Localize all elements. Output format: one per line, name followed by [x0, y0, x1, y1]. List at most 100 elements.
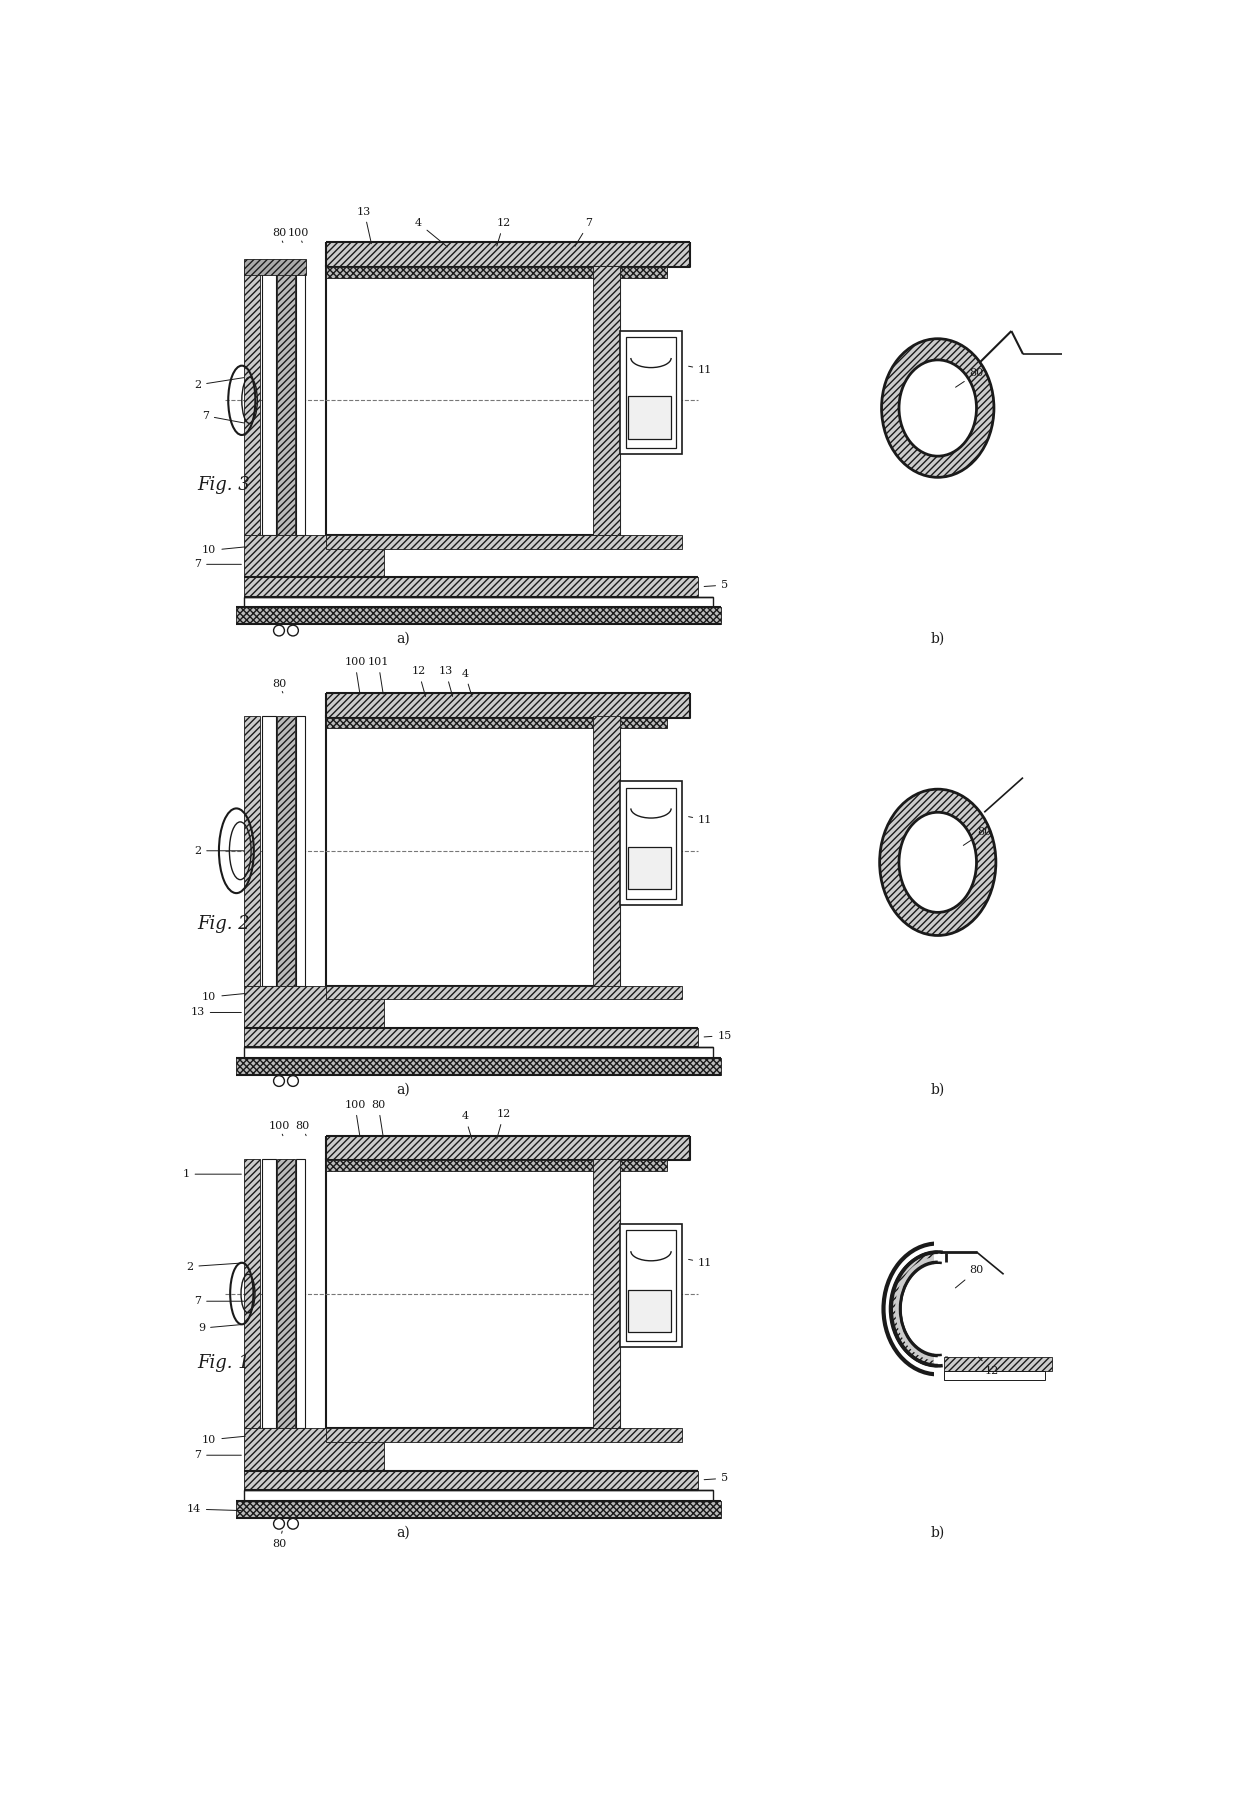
Ellipse shape — [899, 359, 977, 456]
Text: 9: 9 — [198, 1324, 242, 1333]
Text: 4: 4 — [415, 219, 448, 246]
Text: 80: 80 — [272, 228, 286, 242]
Text: 80: 80 — [272, 1530, 286, 1548]
Text: 10: 10 — [202, 1435, 246, 1444]
Bar — [237, 1501, 720, 1518]
Text: Fig. 2: Fig. 2 — [197, 914, 250, 932]
Ellipse shape — [901, 1264, 973, 1354]
Text: 12: 12 — [497, 219, 511, 246]
Text: 4: 4 — [461, 1112, 472, 1139]
Bar — [262, 1158, 275, 1428]
Text: 100: 100 — [345, 657, 366, 693]
Bar — [627, 397, 671, 438]
Bar — [244, 259, 306, 275]
Circle shape — [274, 1076, 284, 1087]
Text: Fig. 1: Fig. 1 — [197, 1354, 250, 1372]
Text: 1: 1 — [182, 1169, 242, 1180]
Text: b): b) — [931, 1525, 945, 1539]
Bar — [244, 578, 697, 596]
Text: 80: 80 — [955, 1266, 983, 1288]
Text: 2: 2 — [195, 377, 244, 390]
Text: 7: 7 — [202, 411, 244, 422]
Bar — [325, 1135, 689, 1160]
Bar — [244, 1158, 259, 1428]
Bar — [244, 535, 383, 578]
Text: 80: 80 — [956, 368, 983, 388]
Text: 11: 11 — [688, 365, 712, 375]
Text: 101: 101 — [367, 657, 389, 693]
Bar — [296, 717, 305, 986]
Bar — [262, 717, 275, 986]
Text: 7: 7 — [195, 559, 242, 569]
Text: 12: 12 — [412, 666, 425, 697]
Bar — [325, 1158, 620, 1428]
Bar — [244, 717, 259, 986]
Text: a): a) — [396, 632, 410, 647]
Text: 13: 13 — [439, 666, 453, 697]
Text: 2: 2 — [195, 846, 244, 855]
Text: 100: 100 — [288, 228, 309, 242]
Bar — [244, 1027, 697, 1047]
Bar — [244, 986, 383, 1027]
Text: 13: 13 — [191, 1008, 242, 1018]
Text: 12: 12 — [497, 1110, 511, 1139]
Text: Fig. 3: Fig. 3 — [197, 476, 250, 494]
Ellipse shape — [895, 1257, 981, 1361]
Text: 15: 15 — [704, 1031, 732, 1040]
Bar — [325, 1428, 682, 1442]
Ellipse shape — [900, 1263, 976, 1356]
Text: 80: 80 — [963, 826, 991, 846]
Bar — [278, 717, 295, 986]
Bar — [325, 1160, 667, 1171]
Text: 7: 7 — [575, 219, 593, 246]
Bar — [944, 1356, 1053, 1370]
Bar — [278, 1158, 295, 1428]
Text: 80: 80 — [272, 679, 286, 693]
Bar — [593, 717, 620, 986]
Bar — [262, 266, 275, 535]
Text: 14: 14 — [187, 1503, 242, 1514]
Circle shape — [274, 1518, 284, 1528]
Bar — [325, 242, 689, 268]
Text: 11: 11 — [688, 1257, 712, 1268]
Bar — [627, 848, 671, 889]
Bar — [934, 1239, 1030, 1378]
Text: 2: 2 — [186, 1261, 244, 1272]
Bar — [620, 781, 682, 905]
Text: 10: 10 — [202, 991, 246, 1002]
Text: a): a) — [396, 1083, 410, 1097]
Bar — [626, 788, 676, 898]
Bar — [325, 535, 682, 550]
Text: 5: 5 — [704, 580, 728, 591]
Text: 12: 12 — [978, 1358, 999, 1376]
Bar — [244, 1471, 697, 1491]
Ellipse shape — [882, 339, 994, 478]
Bar — [244, 1428, 383, 1471]
Ellipse shape — [899, 812, 977, 912]
Text: b): b) — [931, 632, 945, 647]
Bar — [325, 986, 682, 999]
Bar — [325, 693, 689, 718]
Text: 80: 80 — [295, 1121, 309, 1135]
Bar — [626, 1230, 676, 1342]
Bar — [237, 1058, 720, 1074]
Bar — [244, 596, 713, 607]
Bar — [945, 1239, 1039, 1378]
Text: 5: 5 — [704, 1473, 728, 1483]
Circle shape — [288, 1518, 299, 1528]
Text: 7: 7 — [195, 1297, 244, 1306]
Text: 13: 13 — [357, 207, 372, 244]
Bar — [325, 266, 620, 535]
Bar — [296, 266, 305, 535]
Bar — [593, 1158, 620, 1428]
Bar — [244, 266, 259, 535]
Text: 10: 10 — [202, 546, 246, 555]
Text: 100: 100 — [268, 1121, 290, 1135]
Text: 7: 7 — [195, 1449, 242, 1460]
Text: 11: 11 — [688, 815, 712, 824]
Text: 100: 100 — [345, 1099, 366, 1137]
Bar — [626, 338, 676, 447]
Bar — [325, 717, 620, 986]
Bar — [237, 607, 720, 625]
Text: a): a) — [396, 1525, 410, 1539]
